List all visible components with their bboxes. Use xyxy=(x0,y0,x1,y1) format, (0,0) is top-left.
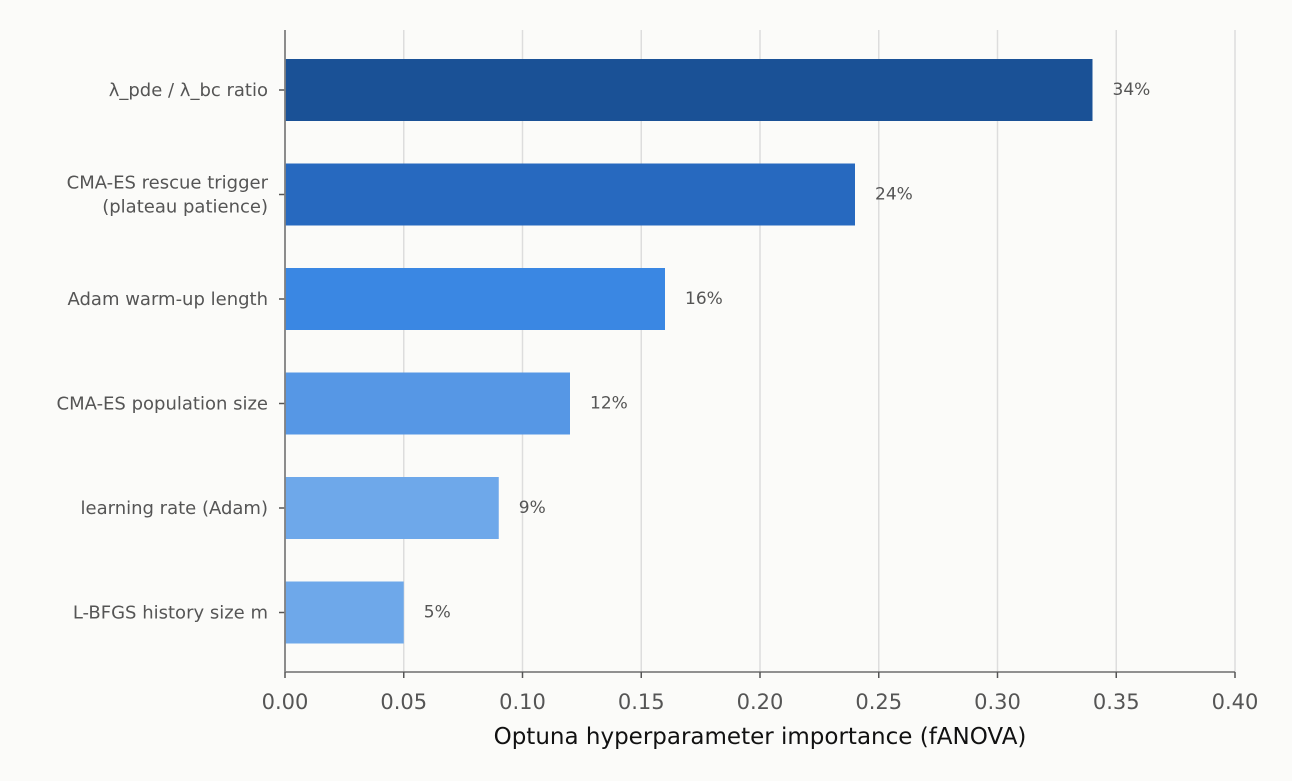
bar[interactable] xyxy=(285,163,855,226)
category-label: Adam warm-up length xyxy=(67,289,268,310)
category-label: CMA-ES population size xyxy=(57,393,268,414)
x-tick-label: 0.05 xyxy=(380,690,427,714)
bar[interactable] xyxy=(285,268,665,330)
value-label: 24% xyxy=(875,185,913,205)
x-tick-label: 0.25 xyxy=(855,690,902,714)
category-label: CMA-ES rescue trigger (plateau patience) xyxy=(67,172,269,217)
x-tick-label: 0.00 xyxy=(262,690,309,714)
value-label: 9% xyxy=(519,498,546,518)
x-axis-title: Optuna hyperparameter importance (fANOVA… xyxy=(494,724,1027,750)
x-tick-label: 0.30 xyxy=(974,690,1021,714)
value-label: 12% xyxy=(590,394,628,414)
value-label: 34% xyxy=(1113,80,1151,100)
x-tick-label: 0.35 xyxy=(1093,690,1140,714)
x-tick-label: 0.20 xyxy=(737,690,784,714)
category-label: learning rate (Adam) xyxy=(81,498,268,519)
x-tick-label: 0.15 xyxy=(618,690,665,714)
bar[interactable] xyxy=(285,59,1093,121)
value-label: 5% xyxy=(424,603,451,623)
category-label: L-BFGS history size m xyxy=(73,602,268,623)
x-tick-label: 0.40 xyxy=(1212,690,1259,714)
bar[interactable] xyxy=(285,372,570,435)
value-label: 16% xyxy=(685,289,723,309)
x-tick-label: 0.10 xyxy=(499,690,546,714)
bar[interactable] xyxy=(285,581,404,644)
category-label: λ_pde / λ_bc ratio xyxy=(109,80,268,101)
bar[interactable] xyxy=(285,477,499,539)
